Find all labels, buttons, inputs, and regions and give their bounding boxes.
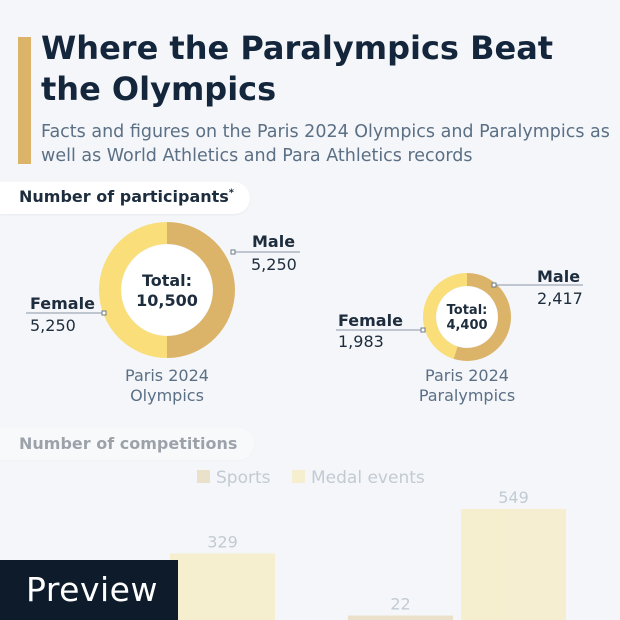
preview-badge: Preview (0, 560, 178, 620)
bar-label-1: 329 (207, 532, 238, 551)
donut-center (121, 244, 213, 336)
participants-label-text: Number of participants (19, 187, 229, 206)
title-accent-bar (18, 37, 31, 164)
legend-swatch-1 (197, 470, 210, 483)
donut-caption-line-2: Olympics (130, 386, 204, 405)
legend-swatch-2 (292, 470, 305, 483)
female-label: Female (338, 311, 403, 330)
donut-slice-male (167, 222, 235, 358)
page-subtitle: Facts and figures on the Paris 2024 Olym… (41, 122, 610, 166)
donut-caption-line-2: Paralympics (419, 386, 515, 405)
bar-label-3: 549 (498, 488, 529, 507)
female-leader-marker (101, 310, 107, 316)
donut-slice-female (422, 273, 467, 359)
female-value: 1,983 (338, 332, 384, 351)
donut-center-label: Total: (447, 303, 488, 318)
legend-label-2: Medal events (311, 468, 425, 488)
donut-caption-line-1: Paris 2024 (125, 366, 209, 385)
bar-3 (461, 509, 566, 620)
male-label: Male (537, 267, 580, 286)
male-value: 5,250 (251, 255, 297, 274)
donut-center (436, 286, 498, 348)
male-label: Male (252, 232, 295, 251)
bar-2 (348, 615, 453, 620)
male-value: 2,417 (537, 289, 583, 308)
legend-label-1: Sports (216, 468, 271, 488)
competitions-section-label: Number of competitions (19, 434, 238, 453)
participants-footnote-mark: * (228, 187, 235, 199)
participants-section-label: Number of participants* (19, 187, 234, 206)
donut-slice-male (453, 273, 511, 361)
male-leader-marker (230, 249, 236, 255)
competitions-section-pill (0, 428, 254, 460)
male-leader-marker (491, 282, 497, 288)
female-label: Female (30, 294, 95, 313)
donut-center-value: 10,500 (136, 291, 198, 310)
bar-label-2: 22 (390, 595, 410, 614)
donut-slice-female (99, 222, 167, 358)
page-title: Where the Paralympics Beat the Olympics (41, 29, 554, 108)
donut-center-value: 4,400 (446, 318, 487, 333)
donut-caption-line-1: Paris 2024 (425, 366, 509, 385)
participants-section-pill (0, 182, 250, 214)
competitions-bar-chart: Sports Medal events 329 22 549 (170, 468, 566, 620)
bar-1 (170, 553, 275, 620)
donut-center-label: Total: (142, 271, 192, 290)
female-value: 5,250 (30, 316, 76, 335)
female-leader-marker (420, 327, 426, 333)
